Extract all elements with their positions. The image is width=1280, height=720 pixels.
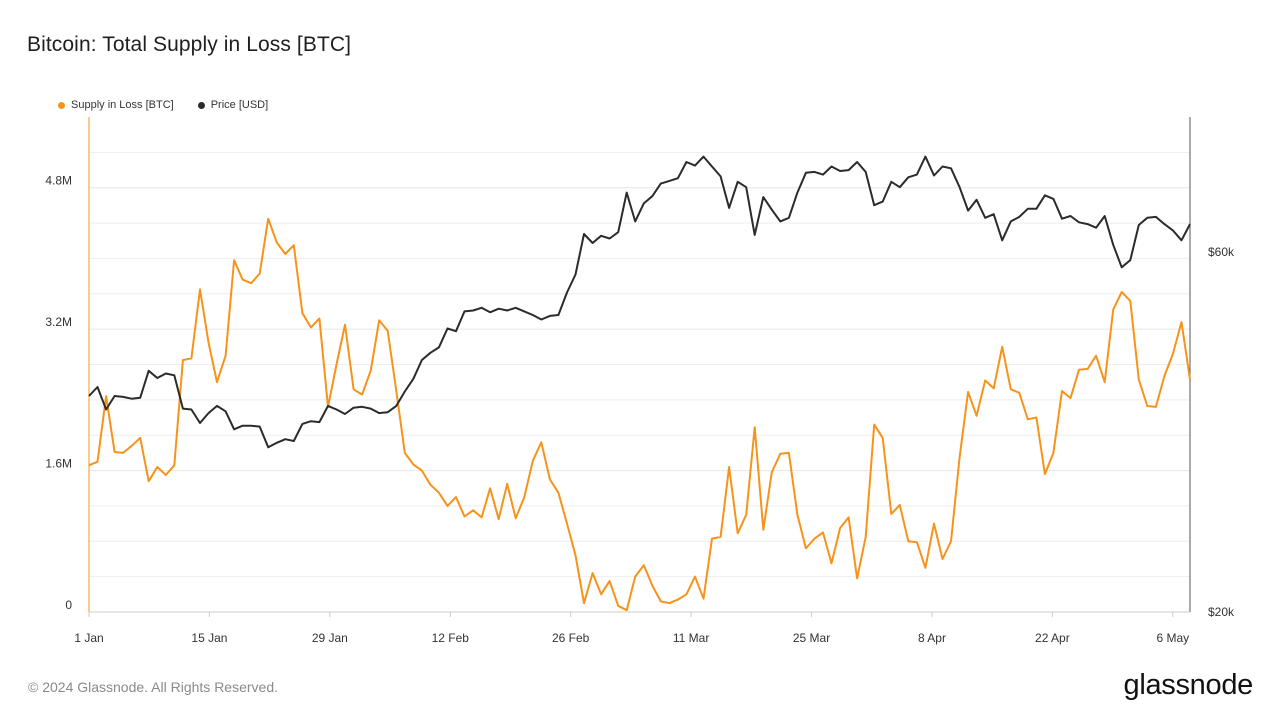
- legend-item-price[interactable]: Price [USD]: [197, 99, 269, 111]
- legend-item-supply[interactable]: Supply in Loss [BTC]: [58, 99, 174, 111]
- y-left-tick-label: 4.8M: [45, 174, 72, 188]
- supply-in-loss-line: [88, 217, 1191, 612]
- price-line: [88, 155, 1191, 449]
- copyright-text: © 2024 Glassnode. All Rights Reserved.: [28, 679, 279, 695]
- x-tick-label: 8 Apr: [918, 631, 946, 645]
- y-left-tick-label: 1.6M: [45, 457, 72, 471]
- x-tick-label: 6 May: [1156, 631, 1189, 645]
- legend-label-price: Price [USD]: [210, 99, 269, 111]
- x-tick-label: 29 Jan: [312, 631, 348, 645]
- x-tick-label: 15 Jan: [191, 631, 227, 645]
- x-tick-label: 22 Apr: [1035, 631, 1070, 645]
- x-tick-label: 1 Jan: [74, 631, 103, 645]
- x-tick-label: 26 Feb: [552, 631, 590, 645]
- legend-label-supply: Supply in Loss [BTC]: [71, 99, 174, 111]
- x-tick-label: 25 Mar: [793, 631, 830, 645]
- chart-title: Bitcoin: Total Supply in Loss [BTC]: [27, 33, 352, 56]
- x-tick-label: 11 Mar: [673, 631, 709, 645]
- glassnode-logo: glassnode: [1123, 669, 1253, 701]
- x-tick-label: 12 Feb: [432, 631, 470, 645]
- y-left-tick-label: 3.2M: [45, 315, 72, 329]
- y-right-tick-label: $60k: [1208, 245, 1235, 259]
- y-right-tick-label: $20k: [1208, 605, 1235, 619]
- legend-dot-supply-icon: [58, 101, 65, 109]
- y-left-tick-label: 0: [65, 598, 72, 612]
- chart-legend: Supply in Loss [BTC] Price [USD]: [58, 99, 268, 111]
- legend-dot-price-icon: [197, 101, 205, 109]
